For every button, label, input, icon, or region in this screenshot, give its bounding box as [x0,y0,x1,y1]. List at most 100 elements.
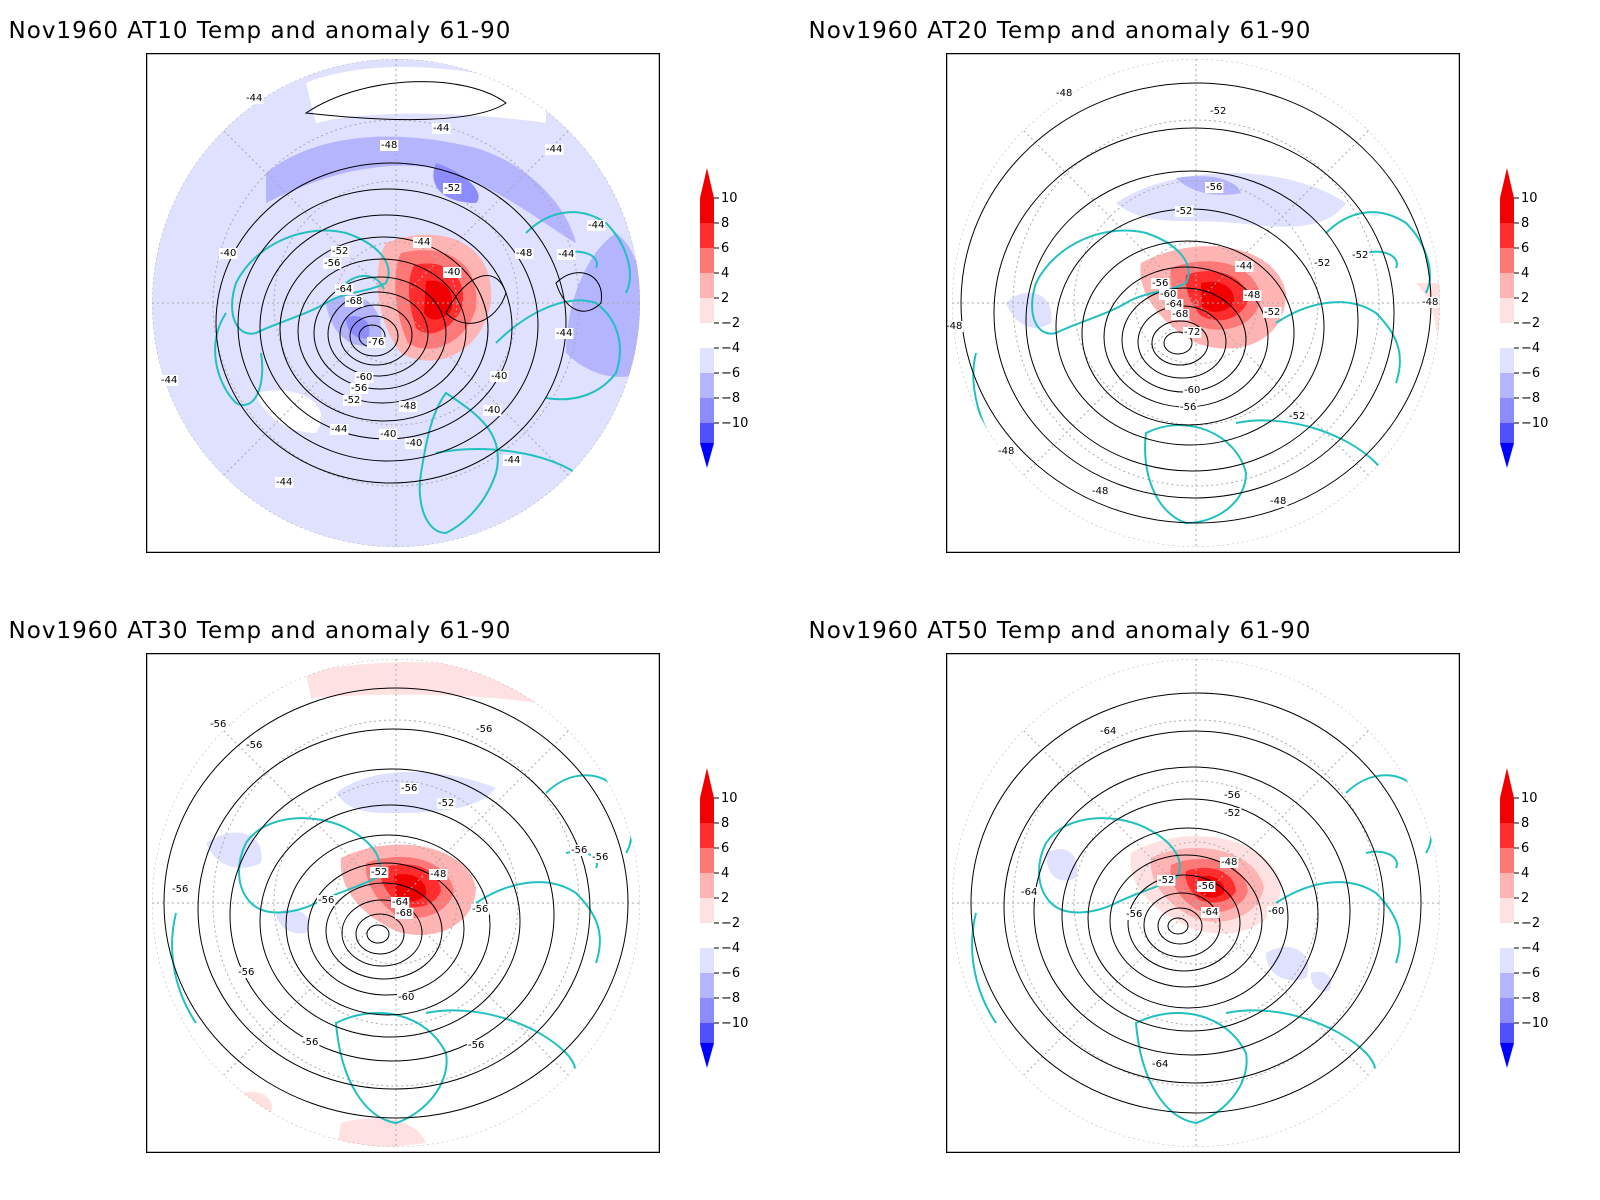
colorbar-tick-label: −2 [721,316,740,331]
graticule [952,59,1440,547]
contour-label: -64 [1166,299,1182,310]
contour-label-backing [245,740,264,751]
contour-label-backing [1183,327,1202,338]
contour-label-backing [432,123,451,134]
contour-label: -56 [351,383,367,394]
colorbar-tick-label: −2 [1521,916,1540,931]
polar-stereographic-map: -44 -44 -48 -44 -52 -44 -48 -44 -40 -52 … [146,53,660,553]
contour-label-backing [405,438,424,449]
contour-label-backing [997,446,1016,457]
colorbar-tick-label: 4 [1521,266,1529,281]
contour-label: -44 [588,220,604,231]
panel-title: Nov1960 AT50 Temp and anomaly 61-90 [808,618,1312,644]
contour-label: -56 [1152,278,1168,289]
contour-label: -48 [516,248,532,259]
contour-label: -56 [1206,182,1222,193]
contour-label-backing [275,477,294,488]
colorbar-tick-label: −2 [721,916,740,931]
colorbar-swatch [1500,923,1514,948]
contour-label: -40 [444,267,460,278]
map-panel-at20: Nov1960 AT20 Temp and anomaly 61-90 [800,0,1600,600]
contour-label: -44 [246,93,262,104]
colorbar-swatch [1500,198,1514,223]
contour-label: -52 [1176,206,1192,217]
contour-label: -48 [1221,857,1237,868]
colorbar-tick-label: 6 [721,841,729,856]
contour-label-backing [1209,106,1228,117]
contour-label: -44 [331,424,347,435]
colorbar-swatch [1500,298,1514,323]
colorbar-arrow-up [700,168,714,198]
anomaly-field-negative-strong [346,315,370,339]
contour-label-backing [1159,289,1178,300]
colorbar-swatch [700,798,714,823]
contour-label-backing [335,284,354,295]
colorbar-swatch [700,223,714,248]
colorbar-tick-label: 8 [721,816,729,831]
contour-label: -52 [1264,307,1280,318]
contour-label-backing [1201,907,1220,918]
contour-label: -72 [1184,327,1200,338]
contour-label-backing [219,248,238,259]
colorbar-tick-label: −6 [721,366,740,381]
colorbar-tick-label: 4 [721,866,729,881]
colorbar-arrow-down [1500,1043,1514,1068]
contour-label: -52 [1314,258,1330,269]
contour-label: -48 [998,446,1014,457]
map-frame [946,53,1460,553]
colorbar-swatch [700,823,714,848]
contour-label-backing [443,183,462,194]
colorbar-swatch [1500,323,1514,348]
contour-label-backing [471,904,490,915]
contour-label: -76 [368,337,384,348]
contour-label: -48 [1244,290,1260,301]
contour-label: -64 [336,284,352,295]
anomaly-field-neutral [256,390,322,433]
colorbar: 10 8 6 4 2 −2 −4 −6 −8 −10 [700,768,748,1068]
contour-label: -48 [1056,88,1072,99]
contour-label: -52 [1158,875,1174,886]
polar-stereographic-map: -48 -52 -56 -52 -52 -52 -44 -48 -52 -56 … [946,53,1460,553]
colorbar-swatch [700,248,714,273]
colorbar: 10 8 6 4 2 −2 −4 −6 −8 −10 [700,168,748,468]
contour-label: -44 [504,455,520,466]
contour-label: -56 [468,1040,484,1051]
contour-label: -56 [1126,909,1142,920]
contour-label-backing [557,249,576,260]
colorbar-swatch [700,373,714,398]
contour-label-backing [397,992,416,1003]
panel-title: Nov1960 AT10 Temp and anomaly 61-90 [8,18,512,44]
temperature-contours [215,81,602,484]
graticule [152,659,640,1147]
colorbar-tick-label: −4 [1521,941,1540,956]
contour-label-backing [1313,258,1332,269]
contour-label-backing [587,220,606,231]
contour-label-backing [443,267,462,278]
colorbar-tick-label: −4 [721,341,740,356]
colorbar-swatch [700,273,714,298]
contour-label-backing [1288,411,1307,422]
contour-label: -56 [238,967,254,978]
contour-label-backing [160,375,179,386]
contour-label-backing [301,1037,320,1048]
colorbar-tick-label: −8 [721,391,740,406]
colorbar: 10 8 6 4 2 −2 −4 −6 −8 −10 [1500,768,1548,1068]
contour-label: -44 [433,123,449,134]
colorbar-tick-label: −6 [721,966,740,981]
contour-label-backing [429,869,448,880]
contour-label-backing [555,328,574,339]
colorbar-tick-label: −4 [1521,341,1540,356]
anomaly-field-negative-weak [1116,173,1346,227]
contour-label: -52 [1352,250,1368,261]
colorbar-swatch [700,348,714,373]
contour-label-backing [946,321,964,332]
contour-label: -68 [1172,309,1188,320]
contour-label: -52 [444,183,460,194]
contour-label: -56 [324,258,340,269]
contour-label-backing [1171,309,1190,320]
contour-label-backing [400,783,419,794]
contour-label: -40 [484,405,500,416]
contour-label: -68 [396,908,412,919]
contour-label-backing [1269,496,1288,507]
contour-label: -52 [438,798,454,809]
